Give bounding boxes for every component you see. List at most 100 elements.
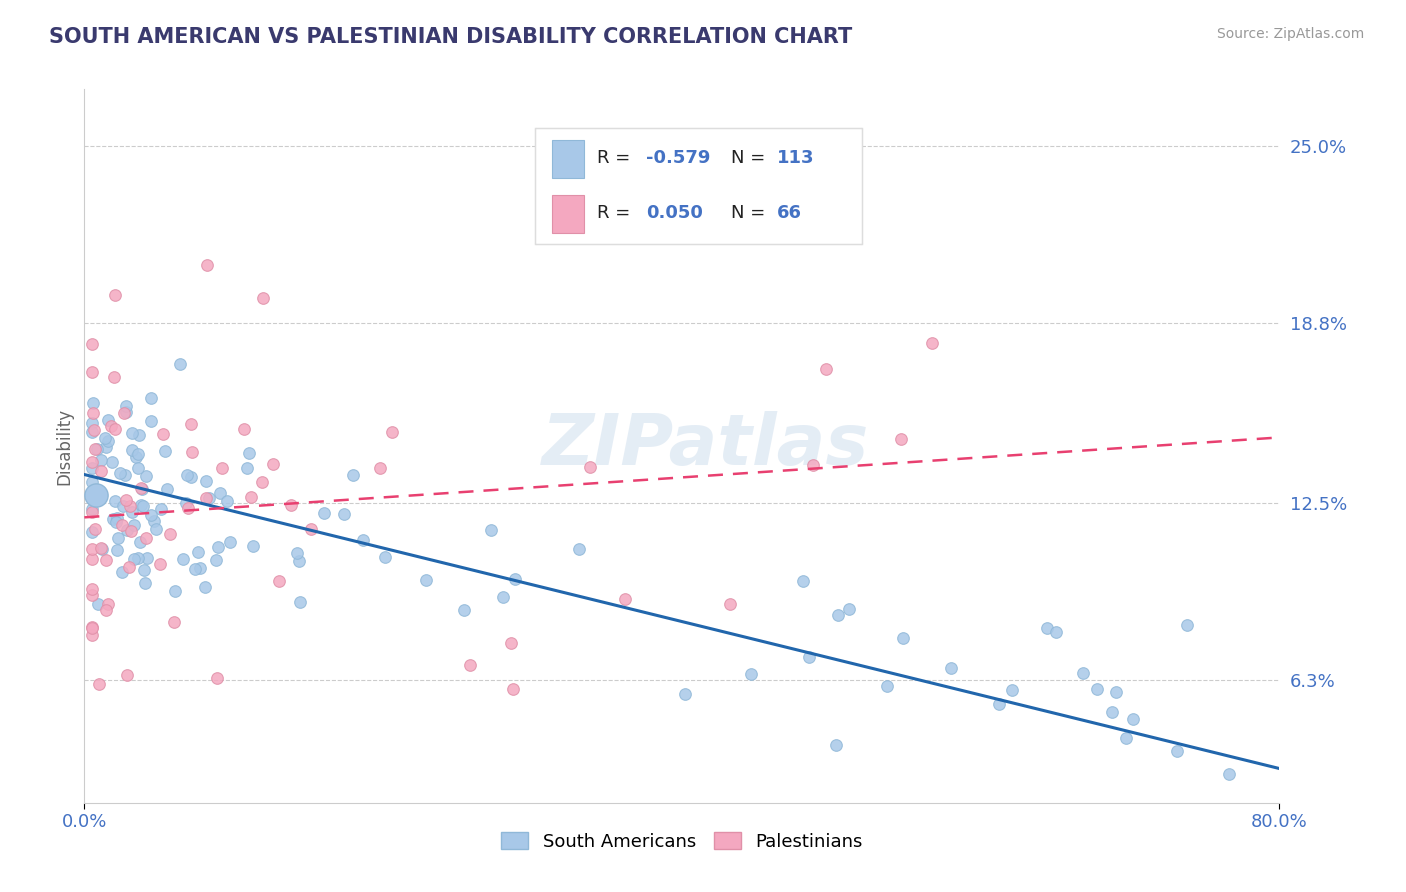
Point <box>80 582 103 596</box>
Point <box>825 739 848 753</box>
Point <box>80 588 103 602</box>
Point <box>352 533 374 547</box>
Point <box>135 531 157 545</box>
Point <box>80 505 103 519</box>
Point <box>815 361 838 376</box>
Point <box>139 414 162 428</box>
Point <box>288 554 311 568</box>
Point <box>1115 731 1137 745</box>
Point <box>80 628 103 642</box>
Point <box>169 357 191 371</box>
Point <box>97 434 120 449</box>
Point <box>112 499 135 513</box>
Point <box>94 603 117 617</box>
Point <box>153 443 176 458</box>
Point <box>1085 682 1108 697</box>
Point <box>83 423 105 437</box>
Point <box>578 460 600 475</box>
Point <box>104 422 127 436</box>
Point <box>262 457 284 471</box>
Point <box>131 482 153 496</box>
Point <box>97 413 120 427</box>
Point <box>285 546 308 560</box>
Point <box>87 677 110 691</box>
Point <box>115 493 138 508</box>
Point <box>90 541 112 555</box>
Point <box>80 416 103 430</box>
Point <box>172 551 194 566</box>
Text: Source: ZipAtlas.com: Source: ZipAtlas.com <box>1216 27 1364 41</box>
Point <box>194 580 217 594</box>
Bar <box>551 140 585 178</box>
Point <box>299 522 322 536</box>
Point <box>100 418 122 433</box>
Bar <box>551 195 585 233</box>
Point <box>125 450 148 464</box>
Point <box>118 499 141 513</box>
Point <box>1218 767 1240 781</box>
Text: ZIPatlas: ZIPatlas <box>543 411 869 481</box>
Point <box>156 482 179 496</box>
Point <box>177 500 200 515</box>
Point <box>236 461 259 475</box>
Point <box>149 501 172 516</box>
Point <box>458 658 481 673</box>
Point <box>114 467 136 482</box>
Point <box>233 422 256 436</box>
Point <box>614 592 637 607</box>
Point <box>118 560 141 574</box>
Point <box>131 499 153 513</box>
Point <box>453 603 475 617</box>
Point <box>145 522 167 536</box>
Text: 66: 66 <box>778 204 803 222</box>
Point <box>207 541 229 555</box>
Point <box>104 288 127 302</box>
Point <box>105 515 128 529</box>
Point <box>107 511 129 525</box>
Point <box>103 511 125 525</box>
Point <box>107 531 129 545</box>
Point <box>114 400 136 414</box>
Point <box>333 507 356 521</box>
Point <box>799 649 821 664</box>
Point <box>1001 682 1024 697</box>
Point <box>187 545 209 559</box>
Point <box>211 460 233 475</box>
Point <box>288 595 311 609</box>
Point <box>176 468 198 483</box>
Point <box>90 453 112 467</box>
Point <box>115 404 138 418</box>
Point <box>80 620 103 634</box>
Text: 113: 113 <box>778 149 814 167</box>
Point <box>374 549 396 564</box>
Point <box>80 542 103 557</box>
Point <box>129 498 152 512</box>
Point <box>1166 744 1188 758</box>
Point <box>204 552 226 566</box>
Point <box>142 514 165 528</box>
Legend: South Americans, Palestinians: South Americans, Palestinians <box>494 825 870 858</box>
Point <box>159 527 181 541</box>
Point <box>139 391 162 405</box>
Point <box>838 602 860 616</box>
Point <box>267 574 290 589</box>
Point <box>80 525 103 540</box>
Point <box>134 576 156 591</box>
Point <box>368 461 391 475</box>
Point <box>107 543 129 558</box>
Point <box>568 542 591 557</box>
Point <box>197 491 219 505</box>
Point <box>80 455 103 469</box>
Point <box>135 550 157 565</box>
Point <box>80 502 103 516</box>
Point <box>80 425 103 439</box>
Point <box>827 608 849 623</box>
Point <box>80 622 103 636</box>
Point <box>1036 621 1059 635</box>
Text: R =: R = <box>598 204 637 222</box>
Text: N =: N = <box>731 204 772 222</box>
Point <box>215 494 238 508</box>
Point <box>163 615 186 630</box>
Point <box>1122 712 1144 726</box>
Point <box>83 442 105 457</box>
